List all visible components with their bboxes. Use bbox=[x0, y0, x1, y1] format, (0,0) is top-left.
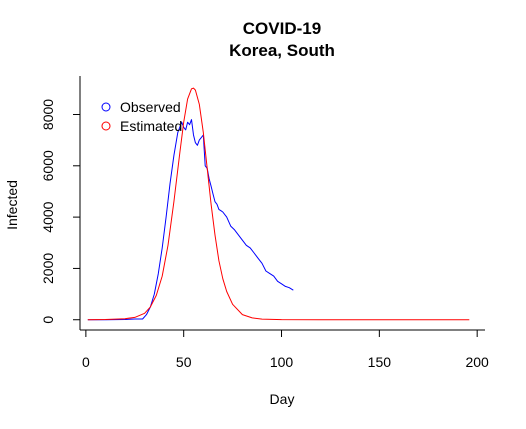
x-tick-label: 0 bbox=[82, 354, 90, 370]
x-tick-label: 50 bbox=[176, 354, 192, 370]
y-tick-label: 8000 bbox=[40, 99, 56, 130]
legend-marker-estimated bbox=[101, 121, 111, 131]
y-tick-label: 4000 bbox=[40, 201, 56, 232]
plot-frame bbox=[79, 76, 485, 331]
y-tick-label: 0 bbox=[40, 316, 56, 324]
y-tick-label: 6000 bbox=[40, 150, 56, 181]
y-ticks: 0 2000 4000 6000 8000 bbox=[40, 99, 80, 324]
legend-marker-observed bbox=[101, 102, 111, 112]
legend-label-estimated: Estimated bbox=[120, 118, 182, 134]
x-tick-label: 200 bbox=[465, 354, 489, 370]
x-tick-label: 150 bbox=[368, 354, 392, 370]
y-axis-label: Infected bbox=[4, 180, 20, 230]
x-axis-label: Day bbox=[270, 391, 295, 407]
x-tick-label: 100 bbox=[270, 354, 294, 370]
legend: Observed Estimated bbox=[101, 99, 182, 134]
chart-title: COVID-19 bbox=[243, 19, 321, 38]
series-line-observed bbox=[87, 119, 294, 321]
series-line-estimated bbox=[87, 87, 470, 321]
x-ticks: 0 50 100 150 200 bbox=[82, 330, 489, 370]
y-tick-label: 2000 bbox=[40, 253, 56, 284]
series-layer bbox=[87, 87, 470, 321]
chart-subtitle: Korea, South bbox=[229, 41, 335, 60]
legend-label-observed: Observed bbox=[120, 99, 181, 115]
